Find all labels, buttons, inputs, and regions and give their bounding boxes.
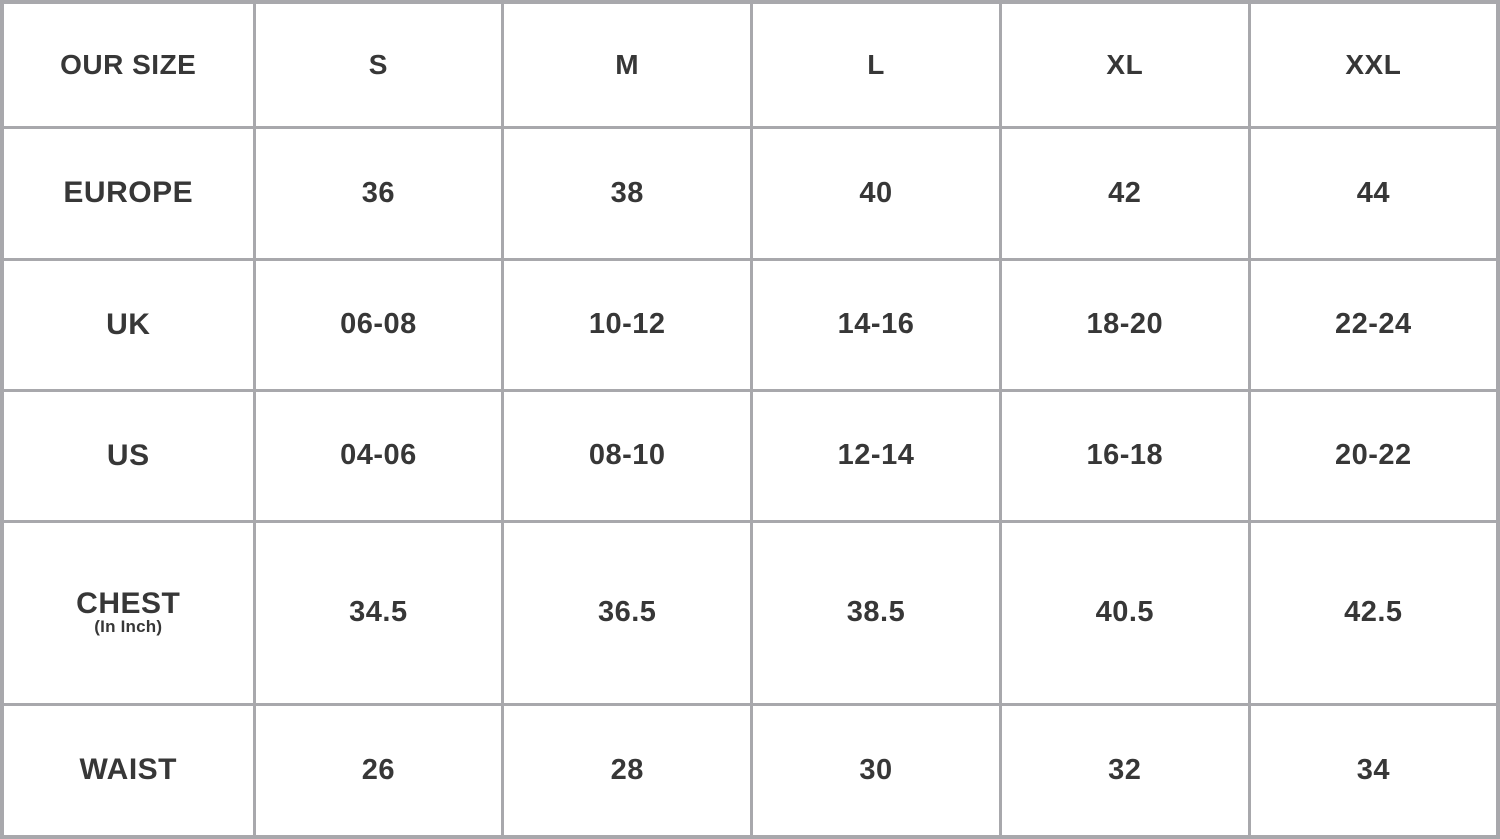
cell-uk-m: 10-12 (501, 257, 754, 392)
cell-uk-l: 14-16 (750, 257, 1002, 392)
cell-uk-xl: 18-20 (998, 257, 1251, 392)
cell-europe-s: 36 (252, 126, 505, 261)
header-size-xxl: XXL (1247, 0, 1500, 130)
header-size-m: M (501, 0, 754, 130)
cell-us-xxl: 20-22 (1247, 388, 1500, 523)
row-label-europe: EUROPE (0, 126, 256, 261)
cell-us-m: 08-10 (501, 388, 754, 523)
row-label-uk: UK (0, 257, 256, 392)
cell-chest-m: 36.5 (501, 519, 754, 706)
header-size-l: L (750, 0, 1002, 130)
row-chest: CHEST (In Inch) 34.5 36.5 38.5 40.5 42.5 (0, 519, 1500, 706)
cell-chest-l: 38.5 (750, 519, 1002, 706)
size-chart-header-row: OUR SIZE S M L XL XXL (0, 0, 1500, 130)
row-europe: EUROPE 36 38 40 42 44 (0, 126, 1500, 261)
cell-chest-xl: 40.5 (998, 519, 1251, 706)
cell-waist-s: 26 (252, 702, 505, 839)
chest-label: CHEST (76, 587, 181, 621)
cell-waist-l: 30 (750, 702, 1002, 839)
row-us: US 04-06 08-10 12-14 16-18 20-22 (0, 388, 1500, 523)
cell-waist-xxl: 34 (1247, 702, 1500, 839)
cell-us-s: 04-06 (252, 388, 505, 523)
cell-waist-m: 28 (501, 702, 754, 839)
cell-europe-xxl: 44 (1247, 126, 1500, 261)
chest-unit-sublabel: (In Inch) (94, 616, 163, 636)
cell-chest-xxl: 42.5 (1247, 519, 1500, 706)
cell-uk-s: 06-08 (252, 257, 505, 392)
header-our-size: OUR SIZE (0, 0, 256, 130)
cell-chest-s: 34.5 (252, 519, 505, 706)
row-waist: WAIST 26 28 30 32 34 (0, 702, 1500, 839)
header-size-s: S (252, 0, 505, 130)
cell-us-l: 12-14 (750, 388, 1002, 523)
cell-us-xl: 16-18 (998, 388, 1251, 523)
cell-uk-xxl: 22-24 (1247, 257, 1500, 392)
row-label-chest: CHEST (In Inch) (0, 519, 256, 706)
cell-waist-xl: 32 (998, 702, 1251, 839)
header-size-xl: XL (998, 0, 1251, 130)
cell-europe-m: 38 (501, 126, 754, 261)
cell-europe-l: 40 (750, 126, 1002, 261)
cell-europe-xl: 42 (998, 126, 1251, 261)
row-label-waist: WAIST (0, 702, 256, 839)
row-uk: UK 06-08 10-12 14-16 18-20 22-24 (0, 257, 1500, 392)
row-label-us: US (0, 388, 256, 523)
